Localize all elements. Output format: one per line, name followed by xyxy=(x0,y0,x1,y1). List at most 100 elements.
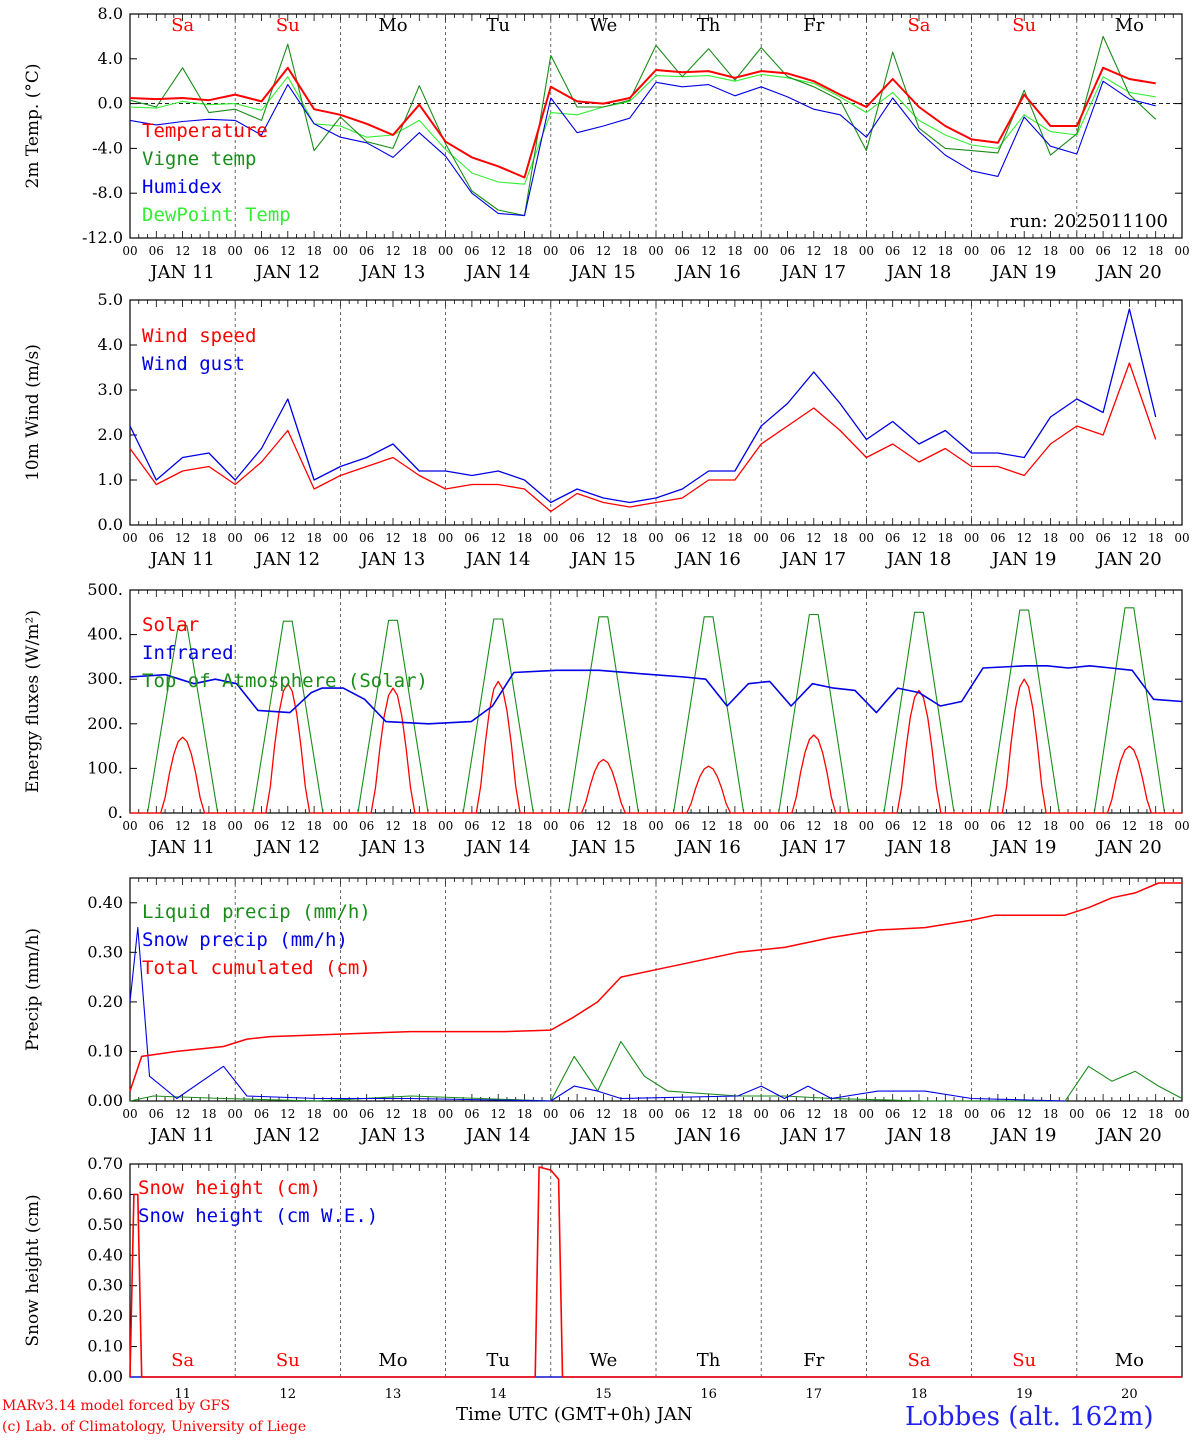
weekday-label-bottom: Mo xyxy=(378,1350,407,1371)
weekday-label-bottom: Su xyxy=(276,1350,300,1371)
hour-tick-label: 18 xyxy=(938,531,953,545)
y-tick-label: 0.00 xyxy=(87,1091,123,1110)
series-line-snow-precip xyxy=(129,927,1066,1102)
hour-tick-label: 12 xyxy=(806,244,821,258)
legend-entry: Infrared xyxy=(142,642,234,664)
weekday-label: Su xyxy=(1012,15,1036,36)
y-tick-label: 5.0 xyxy=(98,290,123,309)
hour-tick-label: 18 xyxy=(412,819,427,833)
hour-tick-label: 06 xyxy=(780,819,795,833)
hour-tick-label: 18 xyxy=(938,244,953,258)
hour-tick-label: 12 xyxy=(1017,819,1032,833)
hour-tick-label: 00 xyxy=(964,819,979,833)
hour-tick-label: 18 xyxy=(306,531,321,545)
hour-tick-label: 12 xyxy=(491,531,506,545)
hour-tick-label: 00 xyxy=(754,1107,769,1121)
y-tick-label: 0.20 xyxy=(87,992,123,1011)
hour-tick-label: 12 xyxy=(385,1107,400,1121)
y-axis-label: Energy fluxes (W/m²) xyxy=(23,610,43,793)
hour-tick-label: 18 xyxy=(727,819,742,833)
hour-tick-label: 12 xyxy=(596,531,611,545)
hour-tick-label: 06 xyxy=(885,244,900,258)
date-label: JAN 16 xyxy=(674,262,741,283)
hour-tick-label: 12 xyxy=(596,244,611,258)
hour-tick-label: 06 xyxy=(569,531,584,545)
hour-tick-label: 00 xyxy=(543,244,558,258)
y-axis-label: 2m Temp. (°C) xyxy=(23,63,43,188)
hour-tick-label: 12 xyxy=(701,531,716,545)
hour-tick-label: 12 xyxy=(175,244,190,258)
hour-tick-label: 06 xyxy=(359,244,374,258)
credit-line-2: (c) Lab. of Climatology, University of L… xyxy=(2,1419,307,1435)
date-label: JAN 14 xyxy=(464,262,531,283)
hour-tick-label: 12 xyxy=(701,1107,716,1121)
hour-tick-label: 18 xyxy=(727,1107,742,1121)
hour-tick-label: 12 xyxy=(1017,531,1032,545)
hour-tick-label: 06 xyxy=(990,531,1005,545)
hour-tick-label: 12 xyxy=(385,531,400,545)
day-number-label: 12 xyxy=(280,1387,297,1402)
hour-tick-label: 00 xyxy=(648,244,663,258)
hour-tick-label: 06 xyxy=(569,819,584,833)
hour-tick-label: 06 xyxy=(675,531,690,545)
legend-entry: Wind speed xyxy=(142,325,256,347)
hour-tick-label: 12 xyxy=(1122,531,1137,545)
day-number-label: 13 xyxy=(385,1387,402,1402)
day-number-label: 14 xyxy=(490,1387,507,1402)
hour-tick-label: 00 xyxy=(438,244,453,258)
x-axis-title: Time UTC (GMT+0h) JAN xyxy=(456,1404,693,1425)
y-tick-label: 0.50 xyxy=(87,1215,123,1234)
hour-tick-label: 00 xyxy=(122,244,137,258)
day-number-label: 20 xyxy=(1121,1387,1138,1402)
hour-tick-label: 00 xyxy=(333,1107,348,1121)
hour-tick-label: 00 xyxy=(648,1107,663,1121)
legend-entry: DewPoint Temp xyxy=(142,204,291,226)
day-number-label: 19 xyxy=(1016,1387,1033,1402)
hour-tick-label: 18 xyxy=(517,244,532,258)
hour-tick-label: 00 xyxy=(333,244,348,258)
hour-tick-label: 00 xyxy=(122,819,137,833)
hour-tick-label: 18 xyxy=(1148,819,1163,833)
legend-entry: Temperature xyxy=(142,120,268,142)
hour-tick-label: 12 xyxy=(911,531,926,545)
hour-tick-label: 00 xyxy=(228,1107,243,1121)
hour-tick-label: 00 xyxy=(964,1107,979,1121)
date-label: JAN 16 xyxy=(674,549,741,570)
weekday-label: Sa xyxy=(171,15,194,36)
hour-tick-label: 06 xyxy=(885,819,900,833)
hour-tick-label: 00 xyxy=(228,531,243,545)
hour-tick-label: 00 xyxy=(122,531,137,545)
hour-tick-label: 06 xyxy=(464,819,479,833)
date-label: JAN 13 xyxy=(359,262,426,283)
hour-tick-label: 18 xyxy=(306,819,321,833)
day-number-label: 17 xyxy=(806,1387,823,1402)
hour-tick-label: 00 xyxy=(1174,531,1189,545)
date-label: JAN 19 xyxy=(990,1125,1057,1146)
hour-tick-label: 00 xyxy=(1174,1107,1189,1121)
date-label: JAN 11 xyxy=(148,837,215,858)
hour-tick-label: 18 xyxy=(832,1107,847,1121)
hour-tick-label: 00 xyxy=(1174,244,1189,258)
y-tick-label: 3.0 xyxy=(98,380,123,399)
hour-tick-label: 12 xyxy=(596,819,611,833)
date-label: JAN 18 xyxy=(885,837,952,858)
hour-tick-label: 12 xyxy=(701,244,716,258)
hour-tick-label: 18 xyxy=(1043,819,1058,833)
date-label: JAN 16 xyxy=(674,837,741,858)
hour-tick-label: 18 xyxy=(412,1107,427,1121)
hour-tick-label: 00 xyxy=(754,819,769,833)
hour-tick-label: 06 xyxy=(675,819,690,833)
y-tick-label: 0.40 xyxy=(87,893,123,912)
weekday-label: Mo xyxy=(378,15,407,36)
hour-tick-label: 06 xyxy=(780,1107,795,1121)
hour-tick-label: 12 xyxy=(701,819,716,833)
y-tick-label: 0.0 xyxy=(98,94,123,113)
date-label: JAN 15 xyxy=(569,837,636,858)
date-label: JAN 11 xyxy=(148,1125,215,1146)
date-label: JAN 19 xyxy=(990,262,1057,283)
hour-tick-label: 06 xyxy=(359,1107,374,1121)
hour-tick-label: 06 xyxy=(149,531,164,545)
day-number-label: 15 xyxy=(595,1387,612,1402)
hour-tick-label: 00 xyxy=(859,244,874,258)
y-tick-label: 400. xyxy=(87,625,123,644)
